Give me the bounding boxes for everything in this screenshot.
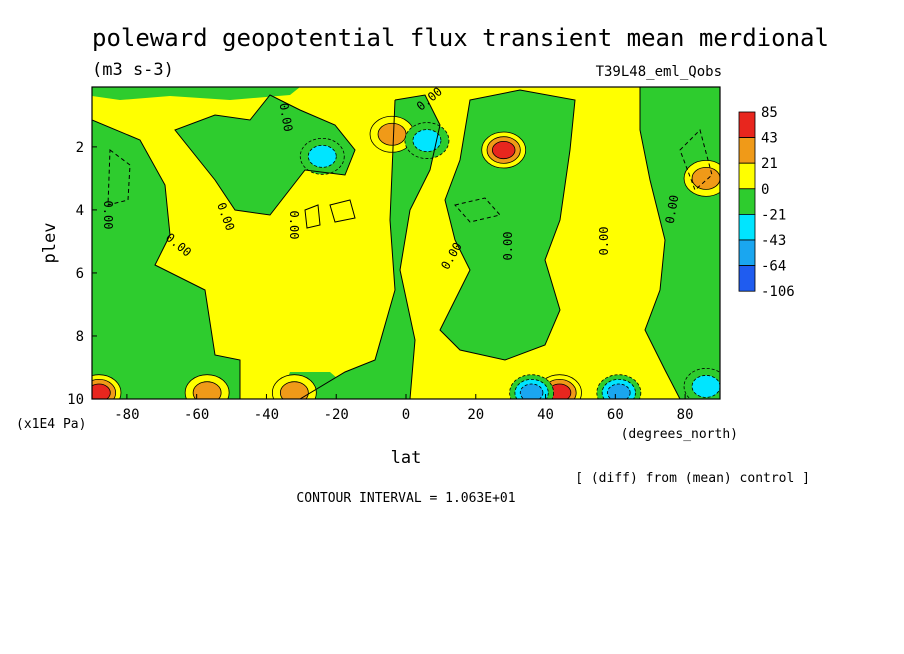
contour-label: 0.00: [101, 201, 115, 230]
x-tick-label: 80: [677, 407, 694, 423]
x-tick-label: 60: [607, 407, 624, 423]
plot-area: 0.000.000.00 0.000.000.00 0.00 0.000.000.00: [91, 84, 721, 400]
x-axis: -80 -60 -40 -20 0 20 40 60 80: [114, 394, 694, 423]
extremum-mark: [279, 381, 309, 399]
colorbar-swatch: [738, 162, 756, 190]
y-tick-label: 2: [76, 140, 84, 156]
thin-contour-1: [329, 199, 356, 223]
y-tick-label: 10: [67, 392, 84, 408]
y-axis-units: (x1E4 Pa): [16, 417, 86, 432]
x-tick-label: 40: [537, 407, 554, 423]
colorbar-swatch: [738, 265, 756, 292]
zero-contour-eq-west: [299, 99, 396, 399]
y-axis: 2 4 6 8 10: [67, 140, 97, 408]
colorbar-swatch: [738, 111, 756, 139]
x-tick-label: -40: [254, 407, 279, 423]
contour-label: 0.00: [277, 102, 296, 133]
zero-contour-polar: [639, 87, 681, 399]
colorbar-swatch: [738, 188, 756, 215]
contour-label: 0.00: [501, 232, 515, 261]
thin-contour-2: [304, 204, 321, 229]
diff-note: [ (diff) from (mean) control ]: [575, 471, 810, 486]
extremum-mark: [607, 383, 631, 399]
colorbar: 85 43 21 0 -21 -43 -64 -106: [738, 105, 795, 300]
colorbar-label: -106: [761, 284, 795, 300]
x-tick-label: 20: [467, 407, 484, 423]
colorbar-label: 43: [761, 131, 778, 147]
colorbar-swatch: [738, 213, 756, 241]
zero-contour-sh-upper: [174, 94, 356, 216]
colorbar-label: 85: [761, 105, 778, 121]
extremum-mark: [491, 140, 516, 160]
x-tick-label: -60: [184, 407, 209, 423]
x-tick-label: -80: [114, 407, 139, 423]
colorbar-label: 0: [761, 182, 769, 198]
extremum-mark: [377, 122, 407, 146]
dashed-contour-sh: [107, 149, 131, 206]
extremum-mark: [519, 383, 544, 399]
extremum-mark: [307, 144, 337, 168]
negative-region-nh: [440, 90, 575, 360]
x-tick-label: 0: [402, 407, 410, 423]
colorbar-swatch: [738, 137, 756, 164]
zero-contour-sh: [92, 119, 241, 399]
contour-label: 0.00: [597, 227, 611, 256]
dashed-contour-nh: [454, 197, 501, 223]
negative-region-sh-upper: [175, 95, 355, 215]
y-axis-label: plev: [40, 223, 60, 264]
colorbar-label: -43: [761, 233, 786, 249]
contour-interval: CONTOUR INTERVAL = 1.063E+01: [296, 491, 515, 506]
contour-label: 0.00: [663, 194, 682, 225]
extremum-mark: [192, 381, 222, 399]
colorbar-label: -64: [761, 259, 786, 275]
y-tick-label: 8: [76, 329, 84, 345]
negative-region-eq: [300, 95, 440, 399]
x-tick-label: -20: [324, 407, 349, 423]
colorbar-label: -21: [761, 207, 786, 223]
positive-island-eq: [418, 250, 440, 290]
zero-contour-nh: [439, 89, 576, 361]
extremum-mark: [691, 374, 720, 398]
positive-island-nh: [580, 120, 618, 230]
extremum-mark: [92, 383, 111, 399]
contour-label: 0.00: [287, 211, 301, 240]
negative-region-top: [92, 87, 300, 100]
zero-contour-eq: [394, 94, 441, 399]
colorbar-swatch: [738, 239, 756, 267]
x-axis-units: (degrees_north): [621, 427, 738, 442]
y-tick-label: 4: [76, 203, 84, 219]
extremum-mark: [691, 166, 720, 190]
experiment-label: T39L48_eml_Qobs: [596, 64, 722, 80]
y-tick-label: 6: [76, 266, 84, 282]
extremum-mark: [412, 129, 442, 152]
chart-units: (m3 s-3): [92, 60, 174, 80]
chart-title: poleward geopotential flux transient mea…: [92, 24, 829, 52]
colorbar-label: 21: [761, 156, 778, 172]
x-axis-label: lat: [391, 448, 422, 468]
